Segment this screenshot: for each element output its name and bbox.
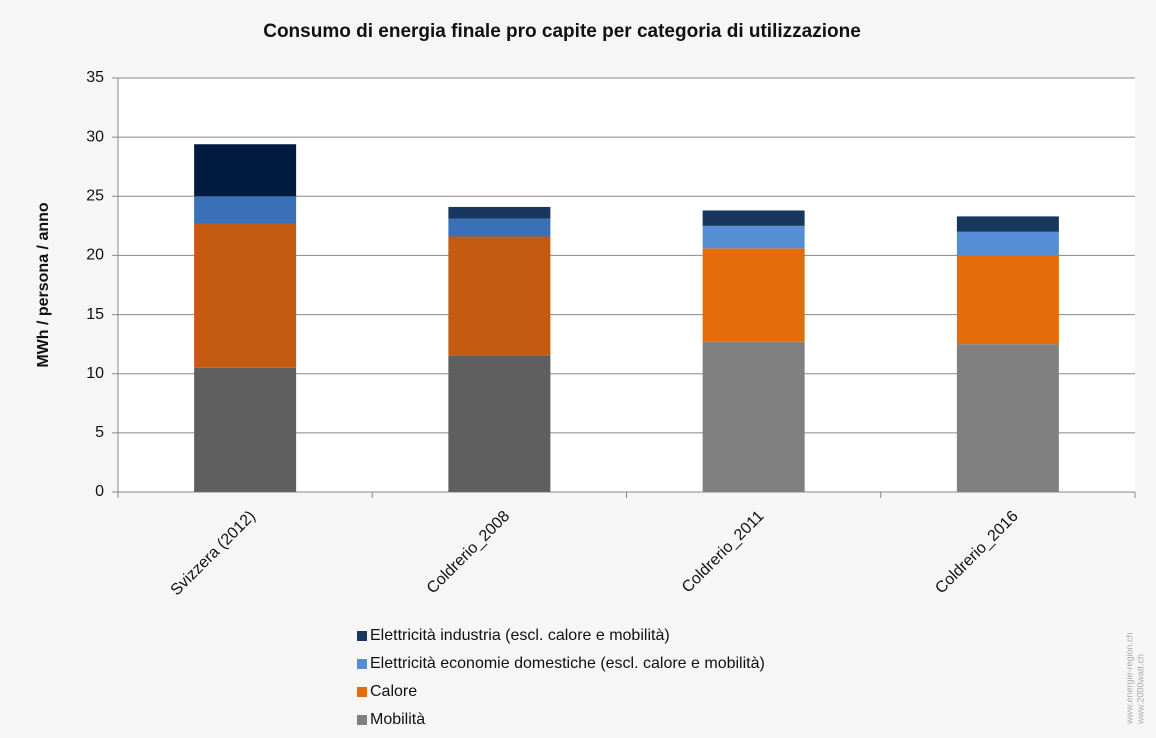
y-axis-label: MWh / persona / anno — [35, 202, 52, 368]
x-tick-label: Coldrerio_2008 — [424, 508, 513, 597]
x-tick-label: Coldrerio_2011 — [679, 508, 768, 597]
bar-segment — [956, 231, 1059, 256]
legend-label: Mobilità — [370, 711, 425, 728]
bar-segment — [702, 341, 805, 492]
legend-label: Elettricità economie domestiche (escl. c… — [370, 655, 765, 672]
legend-swatch — [357, 631, 367, 641]
bar-segment — [702, 248, 805, 342]
bar-segment — [956, 344, 1059, 492]
bar-segment — [448, 236, 551, 356]
y-tick-label: 15 — [86, 306, 104, 323]
bar-segment — [194, 196, 297, 224]
bar-segment — [194, 144, 297, 197]
bar-segment — [956, 255, 1059, 345]
legend-swatch — [357, 659, 367, 669]
y-tick-label: 25 — [86, 188, 104, 205]
bar-segment — [194, 367, 297, 492]
bar-segment — [702, 225, 805, 249]
watermark: www.energie-region.ch — [1124, 632, 1134, 725]
y-tick-label: 0 — [95, 483, 104, 500]
y-tick-label: 30 — [86, 128, 104, 145]
legend-label: Calore — [370, 683, 417, 700]
y-tick-label: 5 — [95, 424, 104, 441]
bar-segment — [702, 210, 805, 226]
bar-segment — [448, 218, 551, 237]
x-tick-label: Svizzera (2012) — [168, 508, 259, 599]
chart-title: Consumo di energia finale pro capite per… — [263, 21, 861, 42]
bar-segment — [194, 223, 297, 368]
legend-swatch — [357, 687, 367, 697]
watermark: www.2000watt.ch — [1135, 654, 1145, 725]
legend-label: Elettricità industria (escl. calore e mo… — [370, 627, 670, 644]
bar-segment — [956, 216, 1059, 232]
x-tick-label: Coldrerio_2016 — [932, 508, 1021, 597]
y-tick-label: 35 — [86, 69, 104, 86]
y-tick-label: 20 — [86, 247, 104, 264]
legend-swatch — [357, 715, 367, 725]
bar-segment — [448, 355, 551, 492]
y-tick-label: 10 — [86, 365, 104, 382]
bar-segment — [448, 206, 551, 219]
